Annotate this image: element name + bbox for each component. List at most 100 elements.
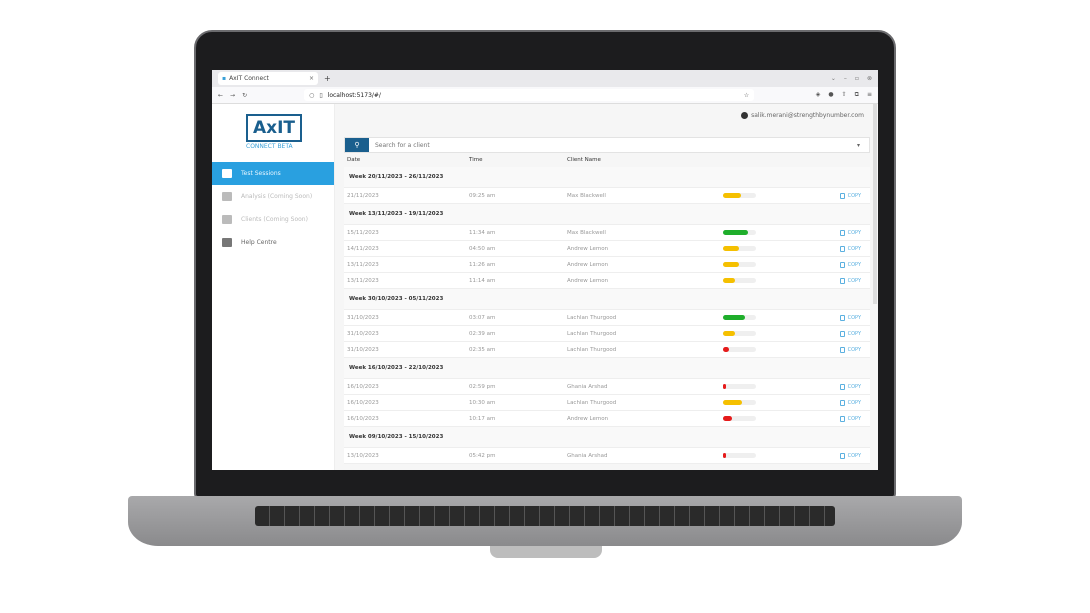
back-icon[interactable]: ← — [218, 91, 224, 99]
share-icon[interactable]: ⇧ — [841, 91, 847, 98]
column-client[interactable]: Client Name — [567, 157, 601, 163]
sidebar-nav: Test Sessions Analysis (Coming Soon) Clien… — [212, 162, 334, 254]
copy-icon — [839, 229, 845, 236]
forward-icon[interactable]: → — [230, 91, 236, 99]
copy-button[interactable]: COPY — [839, 245, 861, 252]
copy-button[interactable]: COPY — [839, 452, 861, 459]
address-bar[interactable]: ○ ▯ localhost:5173/#/ ☆ — [304, 89, 755, 101]
sidebar-item-test[interactable]: Test Sessions — [212, 162, 334, 185]
pocket-icon[interactable]: ◈ — [815, 91, 821, 98]
table-row[interactable]: 15/11/2023 11:34 am Max Blackwell COPY — [344, 225, 870, 241]
maximize-icon[interactable]: ▫ — [854, 75, 859, 82]
week-header: Week 16/10/2023 - 22/10/2023 — [344, 358, 870, 379]
extensions-icon[interactable]: ⧉ — [854, 91, 859, 98]
score-fill — [723, 416, 732, 421]
search-button[interactable]: ⚲ — [345, 138, 369, 152]
scrollbar[interactable] — [873, 104, 877, 304]
column-date[interactable]: Date — [347, 157, 361, 163]
column-time[interactable]: Time — [469, 157, 483, 163]
date-cell: 31/10/2023 — [347, 346, 379, 353]
copy-icon — [839, 277, 845, 284]
sidebar-item-analysis[interactable]: Analysis (Coming Soon) — [212, 185, 334, 208]
table-row[interactable]: 31/10/2023 02:39 am Lachlan Thurgood COP… — [344, 326, 870, 342]
copy-button[interactable]: COPY — [839, 261, 861, 268]
sessions-table: Week 20/11/2023 - 26/11/2023 21/11/2023 0… — [344, 167, 870, 464]
copy-icon — [839, 261, 845, 268]
table-row[interactable]: 21/11/2023 09:25 am Max Blackwell COPY — [344, 188, 870, 204]
copy-label: COPY — [847, 383, 861, 390]
close-tab-icon[interactable]: × — [308, 75, 314, 82]
tab-list-icon[interactable]: ⌄ — [830, 75, 836, 82]
score-fill — [723, 384, 726, 389]
sidebar-item-help[interactable]: Help Centre — [212, 231, 334, 254]
copy-button[interactable]: COPY — [839, 229, 861, 236]
copy-label: COPY — [847, 330, 861, 337]
score-bar — [723, 278, 756, 283]
table-row[interactable]: 16/10/2023 02:59 pm Ghania Arshad COPY — [344, 379, 870, 395]
user-info[interactable]: salik.merani@strengthbynumber.com — [741, 112, 864, 119]
copy-button[interactable]: COPY — [839, 277, 861, 284]
bookmark-star-icon[interactable]: ☆ — [743, 91, 750, 99]
client-cell: Andrew Lemon — [567, 415, 609, 422]
time-cell: 10:30 am — [469, 399, 496, 406]
client-cell: Max Blackwell — [567, 229, 606, 236]
table-row[interactable]: 13/11/2023 11:14 am Andrew Lemon COPY — [344, 273, 870, 289]
table-row[interactable]: 31/10/2023 02:35 am Lachlan Thurgood COP… — [344, 342, 870, 358]
score-bar — [723, 384, 756, 389]
copy-button[interactable]: COPY — [839, 346, 861, 353]
date-cell: 16/10/2023 — [347, 383, 379, 390]
app: AxIT CONNECT BETA Test Sessions Analysis … — [212, 104, 878, 470]
score-fill — [723, 278, 735, 283]
laptop-foot — [490, 546, 602, 558]
client-cell: Lachlan Thurgood — [567, 399, 617, 406]
table-row[interactable]: 13/11/2023 11:26 am Andrew Lemon COPY — [344, 257, 870, 273]
chart-icon — [222, 192, 232, 201]
chevron-down-icon[interactable]: ▾ — [857, 141, 861, 149]
client-cell: Lachlan Thurgood — [567, 330, 617, 337]
copy-button[interactable]: COPY — [839, 192, 861, 199]
date-cell: 21/11/2023 — [347, 192, 379, 199]
copy-button[interactable]: COPY — [839, 415, 861, 422]
copy-button[interactable]: COPY — [839, 330, 861, 337]
copy-label: COPY — [847, 399, 861, 406]
table-row[interactable]: 14/11/2023 04:50 am Andrew Lemon COPY — [344, 241, 870, 257]
sidebar-item-clients[interactable]: Clients (Coming Soon) — [212, 208, 334, 231]
time-cell: 05:42 pm — [469, 452, 496, 459]
copy-icon — [839, 314, 845, 321]
time-cell: 02:35 am — [469, 346, 496, 353]
minimize-icon[interactable]: – — [843, 75, 847, 82]
copy-button[interactable]: COPY — [839, 383, 861, 390]
new-tab-icon[interactable]: + — [324, 74, 331, 83]
book-icon — [222, 238, 232, 247]
table-row[interactable]: 16/10/2023 10:17 am Andrew Lemon COPY — [344, 411, 870, 427]
tab-bar: ▪ AxIT Connect × + ⌄ – ▫ ⊗ — [212, 70, 878, 87]
reload-icon[interactable]: ↻ — [242, 91, 248, 99]
date-cell: 13/11/2023 — [347, 261, 379, 268]
keyboard — [255, 506, 835, 526]
table-row[interactable]: 13/10/2023 05:42 pm Ghania Arshad COPY — [344, 448, 870, 464]
score-fill — [723, 331, 735, 336]
sidebar-item-label: Help Centre — [241, 239, 277, 246]
search-input[interactable] — [369, 138, 857, 152]
search-icon: ⚲ — [354, 141, 360, 149]
copy-label: COPY — [847, 452, 861, 459]
extension-icon[interactable]: ● — [828, 91, 834, 98]
score-fill — [723, 453, 726, 458]
week-header: Week 13/11/2023 - 19/11/2023 — [344, 204, 870, 225]
sidebar: AxIT CONNECT BETA Test Sessions Analysis … — [212, 104, 335, 470]
browser-tab[interactable]: ▪ AxIT Connect × — [218, 72, 318, 85]
time-cell: 10:17 am — [469, 415, 496, 422]
score-bar — [723, 230, 756, 235]
client-cell: Andrew Lemon — [567, 261, 609, 268]
tab-title: AxIT Connect — [229, 75, 269, 82]
copy-button[interactable]: COPY — [839, 314, 861, 321]
copy-button[interactable]: COPY — [839, 399, 861, 406]
client-cell: Max Blackwell — [567, 192, 606, 199]
score-bar — [723, 193, 756, 198]
copy-icon — [839, 399, 845, 406]
menu-icon[interactable]: ≡ — [866, 91, 872, 98]
close-window-icon[interactable]: ⊗ — [866, 75, 872, 82]
table-row[interactable]: 16/10/2023 10:30 am Lachlan Thurgood COP… — [344, 395, 870, 411]
table-row[interactable]: 31/10/2023 03:07 am Lachlan Thurgood COP… — [344, 310, 870, 326]
users-icon — [222, 215, 232, 224]
